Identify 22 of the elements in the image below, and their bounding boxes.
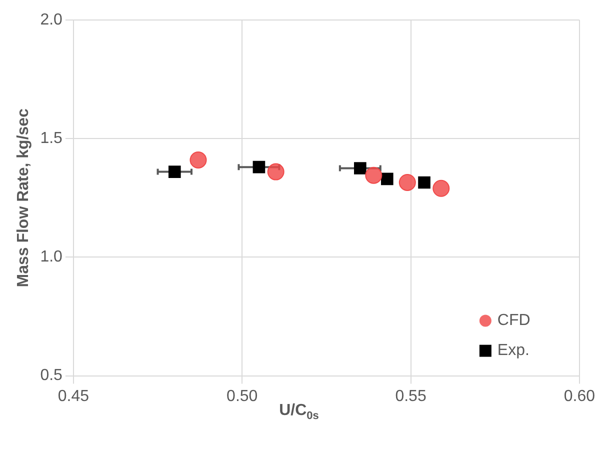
y-axis-title: Mass Flow Rate, kg/sec	[15, 108, 32, 288]
x-axis-title: U/C$_{0s}$	[279, 402, 319, 422]
y-tick-label: 1.0	[40, 248, 63, 266]
point	[365, 166, 382, 184]
point	[432, 180, 450, 197]
y-tick-label: 0.5	[40, 367, 63, 384]
point	[190, 151, 207, 168]
legend-label: CFD	[497, 312, 530, 330]
point	[267, 163, 284, 180]
point	[418, 176, 430, 189]
point	[252, 160, 266, 174]
point	[381, 172, 394, 186]
point	[168, 166, 181, 178]
x-tick-label: 0.60	[564, 388, 596, 405]
y-tick-label: 1.5	[40, 130, 63, 148]
x-tick-label: 0.45	[58, 388, 90, 405]
x-tick-label: 0.50	[226, 388, 258, 405]
point	[398, 174, 416, 191]
point	[354, 162, 366, 174]
legend-label: Exp.	[497, 342, 530, 360]
x-tick-label: 0.55	[395, 388, 426, 405]
y-tick-label: 2.0	[40, 11, 63, 28]
